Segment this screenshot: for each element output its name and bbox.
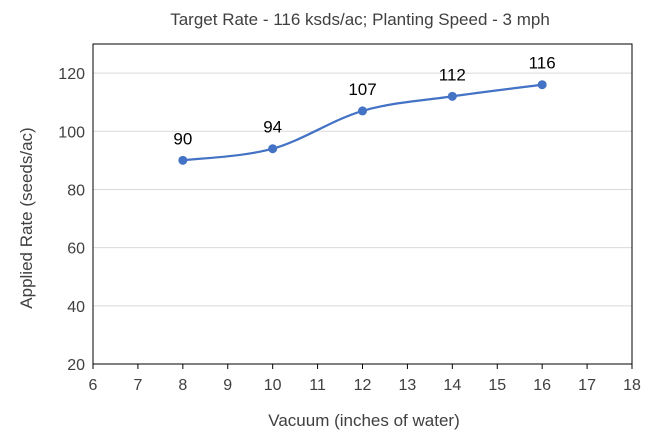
x-tick-label: 13: [399, 377, 417, 394]
data-label: 90: [173, 129, 192, 148]
x-tick-label: 16: [533, 377, 551, 394]
y-axis-title: Applied Rate (seeds/ac): [17, 127, 36, 308]
x-tick-label: 6: [89, 377, 98, 394]
data-label: 112: [439, 65, 466, 84]
x-tick-label: 8: [178, 377, 187, 394]
chart-title: Target Rate - 116 ksds/ac; Planting Spee…: [170, 10, 550, 29]
x-tick-label: 10: [264, 377, 282, 394]
data-label: 116: [529, 54, 556, 73]
x-tick-label: 11: [309, 377, 326, 394]
data-point: [537, 80, 547, 90]
y-tick-label: 80: [67, 182, 85, 199]
y-tick-label: 120: [58, 66, 85, 83]
data-point: [178, 155, 188, 165]
y-tick-label: 40: [67, 299, 85, 316]
x-tick-label: 18: [623, 377, 641, 394]
data-point: [447, 91, 457, 101]
axes: 20 40 60 80 100 120 6 7 8 9 10 11 12 13 14 15 16 17 18: [58, 43, 641, 394]
data-label: 94: [263, 118, 282, 137]
x-axis-title: Vacuum (inches of water): [268, 411, 459, 430]
data-point: [268, 144, 278, 154]
data-label: 107: [348, 80, 376, 99]
data-point: [358, 106, 367, 116]
x-tick-label: 7: [133, 377, 142, 394]
y-tick-label: 20: [67, 357, 85, 374]
x-tick-label: 12: [354, 377, 372, 394]
x-tick-label: 15: [488, 377, 506, 394]
series-layer: [178, 80, 547, 165]
x-tick-label: 14: [443, 377, 461, 394]
x-tick-label: 17: [578, 377, 596, 394]
y-tick-label: 60: [67, 241, 85, 258]
gridlines: [93, 72, 632, 307]
data-labels: 90 94 107 112 116: [173, 54, 555, 149]
y-tick-label: 100: [58, 124, 85, 141]
x-tick-label: 9: [223, 377, 232, 394]
